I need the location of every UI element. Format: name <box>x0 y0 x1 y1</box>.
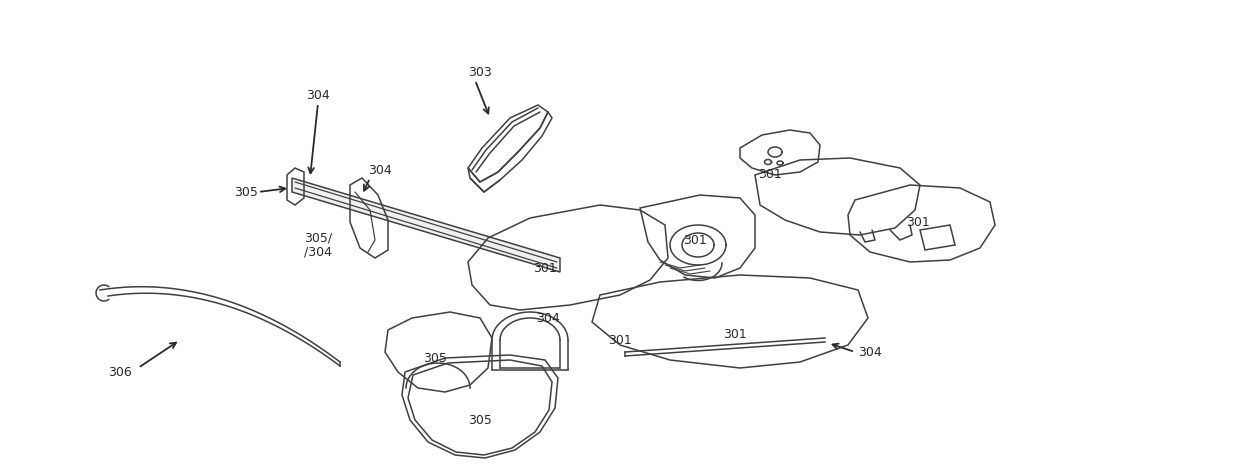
Text: /304: /304 <box>304 246 331 258</box>
Text: 301: 301 <box>683 234 707 246</box>
Text: 304: 304 <box>858 346 882 358</box>
Text: 304: 304 <box>368 164 392 176</box>
Text: 304: 304 <box>536 311 559 325</box>
Text: 306: 306 <box>108 365 132 379</box>
Text: 301: 301 <box>759 168 782 182</box>
Text: 304: 304 <box>306 89 330 101</box>
Text: 305: 305 <box>467 413 491 427</box>
Text: 305: 305 <box>423 352 447 365</box>
Polygon shape <box>292 178 559 272</box>
Text: 305/: 305/ <box>304 231 333 245</box>
Text: 301: 301 <box>609 334 631 346</box>
Text: 301: 301 <box>533 262 557 274</box>
Text: 303: 303 <box>467 65 491 79</box>
Text: 305: 305 <box>234 185 258 199</box>
Text: 301: 301 <box>906 216 930 228</box>
Text: 301: 301 <box>723 328 747 341</box>
